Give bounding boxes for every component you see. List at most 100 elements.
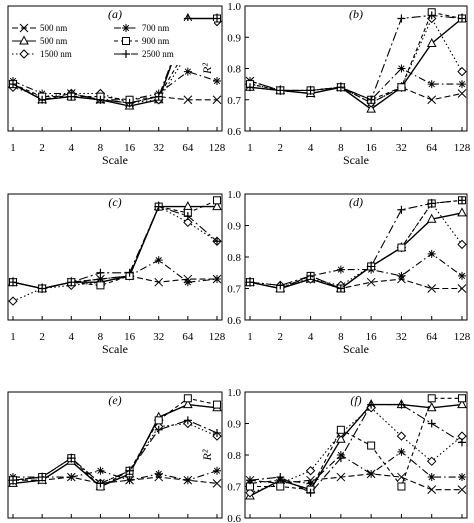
x-tick-label: 1 [10,142,16,154]
legend-entry: 1500 nm [40,49,72,59]
data-point-plus [67,92,76,101]
data-point-star [213,275,221,284]
data-point-diamond [427,456,437,467]
plot-frame [7,391,223,519]
data-point-triangle [336,433,346,443]
data-point-x [457,89,467,98]
data-point-square [213,400,221,409]
data-point-x [154,277,164,287]
data-point-plus [213,428,221,437]
data-point-plus [9,278,17,287]
panel-a: (a) 1 2 4 8 16 32 64 128 Scale 500 nm 500 nm 1500 nm… [7,5,226,167]
y-tick-label: 0.9 [227,221,241,233]
square-legend-marker [122,37,130,45]
data-point-diamond [457,66,467,77]
data-point-star [125,476,134,485]
data-point-plus [276,473,285,482]
data-point-plus [38,95,47,104]
data-point-plus [306,271,315,280]
panel-b: (b) 1 2 4 8 16 32 64 128 Scale 0.6 0.7 0.8 0.9 1.0 R² [200,1,471,167]
data-point-plus [96,479,105,488]
y-tick-label: 1.0 [227,1,241,13]
legend-entry: 500 nm [40,23,67,33]
data-point-diamond [457,239,467,250]
x-tick-label: 4 [308,142,314,154]
data-point-star [336,265,345,274]
panel-label: (f) [350,393,361,407]
x-tick-label: 4 [308,331,314,343]
data-point-plus [246,278,254,287]
series-line-dashdot-star [13,470,218,481]
data-point-star [458,80,466,89]
y-tick-label: 0.6 [227,126,241,138]
x-tick-label: 64 [426,142,438,154]
data-point-square [96,281,105,290]
x-tick-label: 128 [454,142,471,154]
data-point-plus [458,438,466,447]
data-point-diamond [8,296,18,306]
x-legend-marker [19,23,29,33]
data-point-star [306,479,315,488]
panel-e: (e) [7,391,223,519]
legend-entry: 900 nm [142,36,169,46]
x-tick-label: 8 [98,331,104,343]
data-point-plus [336,83,345,92]
data-point-square [397,482,406,491]
data-point-plus [458,196,466,205]
data-point-x [183,95,193,105]
data-point-star [183,67,192,76]
data-point-x [212,478,222,488]
data-point-plus [125,98,134,107]
data-point-plus [306,488,315,497]
data-point-plus [306,86,315,95]
data-point-x [457,485,467,495]
x-tick-label: 16 [366,331,378,343]
data-point-plus [367,95,376,104]
y-axis-title: R² [200,63,214,75]
data-point-plus [67,454,76,463]
x-tick-label: 128 [209,331,226,343]
y-tick-label: 0.9 [227,419,241,431]
data-point-triangle [426,37,437,47]
y-tick-label: 1.0 [227,189,241,201]
x-axis-title: Scale [102,153,128,167]
data-point-star [183,278,192,287]
data-point-plus [183,416,192,425]
x-tick-label: 128 [209,142,226,154]
data-point-plus [9,80,17,89]
data-point-x [427,95,437,105]
x-tick-label: 32 [153,331,164,343]
y-tick-label: 0.9 [227,32,241,44]
x-tick-label: 8 [338,142,344,154]
panel-label: (a) [108,7,122,21]
plus-legend-marker [122,50,130,58]
panel-label: (b) [349,7,363,21]
x-tick-label: 2 [39,331,45,343]
legend-entry: 2500 nm [142,49,174,59]
data-point-plus [125,268,134,277]
panel-c: (c) 1 2 4 8 16 32 64 128 Scale [7,193,226,356]
data-point-plus [213,237,221,246]
data-point-plus [336,284,345,293]
x-tick-label: 64 [182,142,194,154]
series-line-dashdot-star [249,451,462,484]
data-point-square [183,394,192,403]
data-point-plus [367,400,376,409]
data-point-star [397,64,406,73]
data-point-plus [9,476,17,485]
diamond-legend-marker [19,49,29,59]
data-point-plus [397,400,406,409]
y-tick-label: 0.7 [227,482,241,494]
data-point-plus [125,466,134,475]
panel-label: (c) [108,195,121,209]
data-point-diamond [183,217,193,228]
data-point-x [457,284,467,293]
x-axis-title: Scale [343,342,369,356]
series-line-dashdot-plus [12,205,218,290]
series-line-dashdot-star [12,70,218,101]
data-point-plus [213,14,221,23]
x-tick-label: 2 [278,331,284,343]
data-point-square [367,441,376,450]
panel-label: (e) [108,393,121,407]
